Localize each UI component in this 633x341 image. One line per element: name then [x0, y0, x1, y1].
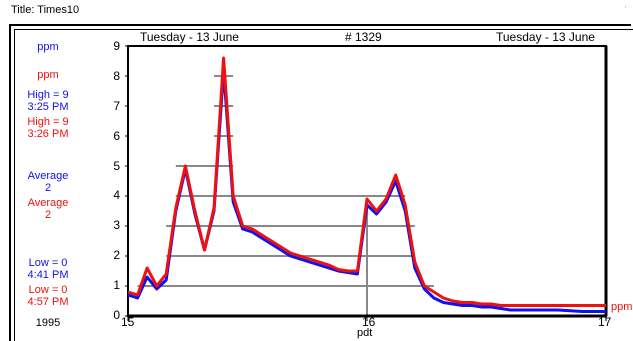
- grid-lines: [125, 45, 607, 321]
- series1-high-time: 3:25 PM: [27, 101, 69, 113]
- header-left-date: Tuesday - 13 June: [140, 30, 239, 44]
- right-unit-label: ppm: [611, 301, 633, 313]
- series1-high: High = 9: [27, 89, 69, 101]
- series2-high: High = 9: [27, 116, 69, 128]
- y-tick-label: 6: [113, 129, 120, 143]
- window-title: Title: Times10: [11, 4, 80, 16]
- corner-mark: ': [625, 6, 627, 13]
- series2-low: Low = 0: [28, 284, 68, 296]
- series1-average-label: Average: [27, 170, 69, 182]
- series2-low-time: 4:57 PM: [27, 296, 69, 308]
- y-tick-label: 7: [113, 99, 120, 113]
- series2-high-time: 3:26 PM: [27, 128, 69, 140]
- series1-average-value: 2: [44, 182, 52, 194]
- series-line-red: [127, 56, 606, 307]
- series2-average-label: Average: [27, 197, 69, 209]
- y-tick-label: 5: [113, 159, 120, 173]
- header-right-date: Tuesday - 13 June: [496, 30, 595, 44]
- y-tick-label: 8: [113, 69, 120, 83]
- inner-frame: [14, 29, 633, 341]
- x-axis-title: pdt: [357, 327, 373, 339]
- outer-frame: [9, 24, 631, 341]
- y-tick-label: 9: [113, 39, 120, 53]
- series1-unit: ppm: [37, 41, 59, 53]
- y-tick-label: 3: [113, 218, 120, 232]
- year-label: 1995: [35, 317, 61, 329]
- series2-average-value: 2: [44, 209, 52, 221]
- x-tick-label: 17: [598, 315, 612, 329]
- y-tick-label: 0: [113, 308, 120, 322]
- y-tick-label: 2: [113, 248, 120, 262]
- x-tick-label: 15: [121, 315, 135, 329]
- series1-low: Low = 0: [28, 257, 68, 269]
- header-record-number: # 1329: [345, 30, 382, 44]
- series1-low-time: 4:41 PM: [27, 269, 69, 281]
- y-tick-label: 4: [113, 188, 120, 202]
- x-tick-label: 16: [362, 315, 376, 329]
- y-tick-label: 1: [113, 278, 120, 292]
- series2-unit: ppm: [37, 69, 59, 81]
